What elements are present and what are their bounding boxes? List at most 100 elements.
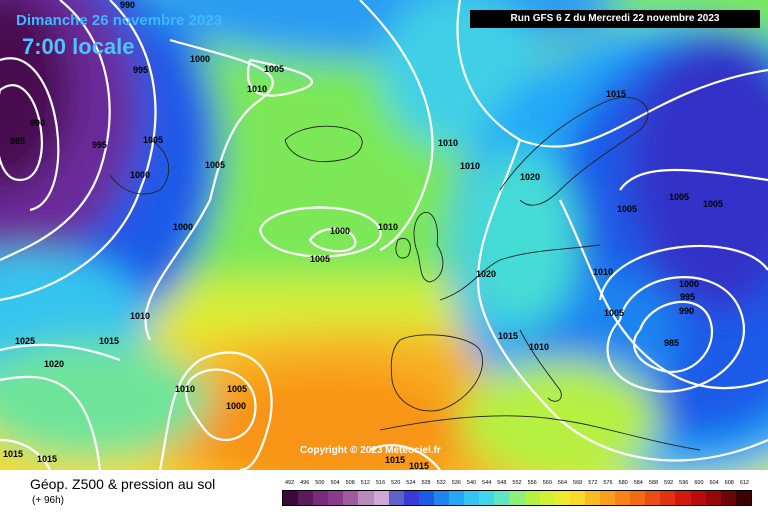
isobars — [0, 0, 768, 470]
scale-tick-label: 560 — [542, 480, 552, 486]
isobar-label: 1000 — [330, 226, 350, 236]
weather-map: 990 1000 995 1005 1010 990 985 995 1005 1000 1005 1… — [0, 0, 768, 470]
run-info: Run GFS 6 Z du Mercredi 22 novembre 2023 — [470, 10, 760, 28]
scale-tick-label: 612 — [739, 480, 749, 486]
isobar-labels: 990 1000 995 1005 1010 990 985 995 1005 1000 1005 1… — [3, 0, 723, 470]
isobar-label: 1005 — [310, 254, 330, 264]
isobar-label: 1020 — [520, 172, 540, 182]
isobar-label: 1015 — [99, 336, 119, 346]
isobar-label: 1015 — [385, 455, 405, 465]
isobar-label: 1005 — [143, 135, 163, 145]
scale-swatch — [313, 491, 329, 505]
scale-swatch — [418, 491, 434, 505]
scale-tick-label: 516 — [375, 480, 386, 486]
isobar-label: 1005 — [703, 199, 723, 209]
scale-tick-label: 588 — [648, 480, 659, 486]
scale-swatch — [509, 491, 525, 505]
isobar-label: 1010 — [378, 222, 398, 232]
legend-subtitle: (+ 96h) — [32, 495, 64, 506]
isobar-label: 1015 — [409, 461, 429, 470]
scale-swatch — [675, 491, 691, 505]
scale-swatch — [298, 491, 314, 505]
scale-swatch — [373, 491, 389, 505]
scale-swatch — [388, 491, 404, 505]
scale-tick-label: 536 — [451, 480, 461, 486]
isobar-label: 1000 — [130, 170, 150, 180]
scale-swatch — [735, 491, 751, 505]
scale-tick-label: 568 — [573, 480, 583, 486]
scale-swatch — [479, 491, 495, 505]
scale-swatch — [464, 491, 480, 505]
scale-tick-label: 524 — [406, 480, 416, 486]
scale-tick-label: 552 — [512, 480, 522, 486]
scale-swatch — [615, 491, 631, 505]
isobar-label: 1005 — [617, 204, 637, 214]
isobar-label: 1005 — [205, 160, 225, 170]
scale-swatch — [449, 491, 465, 505]
scale-tick-label: 548 — [497, 480, 507, 486]
isobar-label: 1005 — [264, 64, 284, 74]
isobar-label: 995 — [92, 140, 107, 150]
scale-tick-label: 508 — [345, 480, 355, 486]
isobar-label: 995 — [680, 292, 695, 302]
scale-tick-label: 600 — [694, 480, 704, 486]
scale-swatch — [569, 491, 585, 505]
scale-swatch — [358, 491, 374, 505]
scale-swatch — [705, 491, 721, 505]
scale-tick-label: 608 — [724, 480, 734, 486]
scale-tick-label: 576 — [603, 480, 613, 486]
scale-tick-label: 520 — [391, 480, 401, 486]
scale-swatch — [554, 491, 570, 505]
scale-tick-label: 584 — [633, 480, 643, 486]
isobar-label: 1010 — [460, 161, 480, 171]
scale-swatch — [494, 491, 510, 505]
isobar-label: 1005 — [669, 192, 689, 202]
isobar-label: 1020 — [476, 269, 496, 279]
isobar-label: 990 — [30, 118, 45, 128]
map-canvas: 990 1000 995 1005 1010 990 985 995 1005 1000 1005 1… — [0, 0, 768, 470]
isobar-label: 1010 — [175, 384, 195, 394]
legend-footer: Géop. Z500 & pression au sol (+ 96h) 492… — [0, 470, 768, 512]
scale-tick-label: 532 — [436, 480, 446, 486]
scale-swatch — [599, 491, 616, 505]
isobar-label: 1015 — [498, 331, 518, 341]
scale-swatch — [433, 491, 450, 505]
isobar-label: 1015 — [37, 454, 57, 464]
scale-tick-label: 604 — [709, 480, 719, 486]
scale-tick-label: 564 — [557, 480, 568, 486]
isobar-label: 1000 — [173, 222, 193, 232]
forecast-time: 7:00 locale — [22, 34, 135, 59]
scale-swatch — [524, 491, 540, 505]
scale-tick-label: 540 — [466, 480, 477, 486]
isobar-label: 1005 — [604, 308, 624, 318]
isobar-label: 985 — [664, 338, 679, 348]
scale-swatch — [328, 491, 344, 505]
scale-tick-label: 572 — [588, 480, 598, 486]
scale-swatch — [645, 491, 661, 505]
isobar-label: 1010 — [438, 138, 458, 148]
scale-swatch — [539, 491, 555, 505]
isobar-label: 995 — [133, 65, 148, 75]
scale-swatch — [584, 491, 600, 505]
scale-tick-label: 592 — [664, 480, 674, 486]
scale-swatch — [630, 491, 646, 505]
isobar-label: 1010 — [593, 267, 613, 277]
scale-swatch — [720, 491, 736, 505]
isobar-label: 1010 — [130, 311, 150, 321]
scale-tick-label: 528 — [421, 480, 431, 486]
isobar-label: 1015 — [3, 449, 23, 459]
scale-tick-label: 580 — [618, 480, 628, 486]
isobar-label: 1020 — [44, 359, 64, 369]
scale-tick-label: 500 — [315, 480, 325, 486]
isobar-label: 1000 — [226, 401, 246, 411]
legend-title: Géop. Z500 & pression au sol — [30, 476, 216, 492]
scale-tick-label: 512 — [360, 480, 370, 486]
scale-swatch — [283, 491, 299, 505]
scale-swatch — [690, 491, 706, 505]
scale-tick-label: 544 — [482, 480, 492, 486]
scale-labels: 492 496 500 504 508 512 516 520 524 528 532 536 540 5… — [282, 480, 752, 490]
isobar-label: 1000 — [190, 54, 210, 64]
scale-bar — [282, 490, 752, 506]
coastlines — [109, 96, 701, 451]
color-scale: 492 496 500 504 508 512 516 520 524 528 532 536 540 5… — [282, 480, 752, 506]
